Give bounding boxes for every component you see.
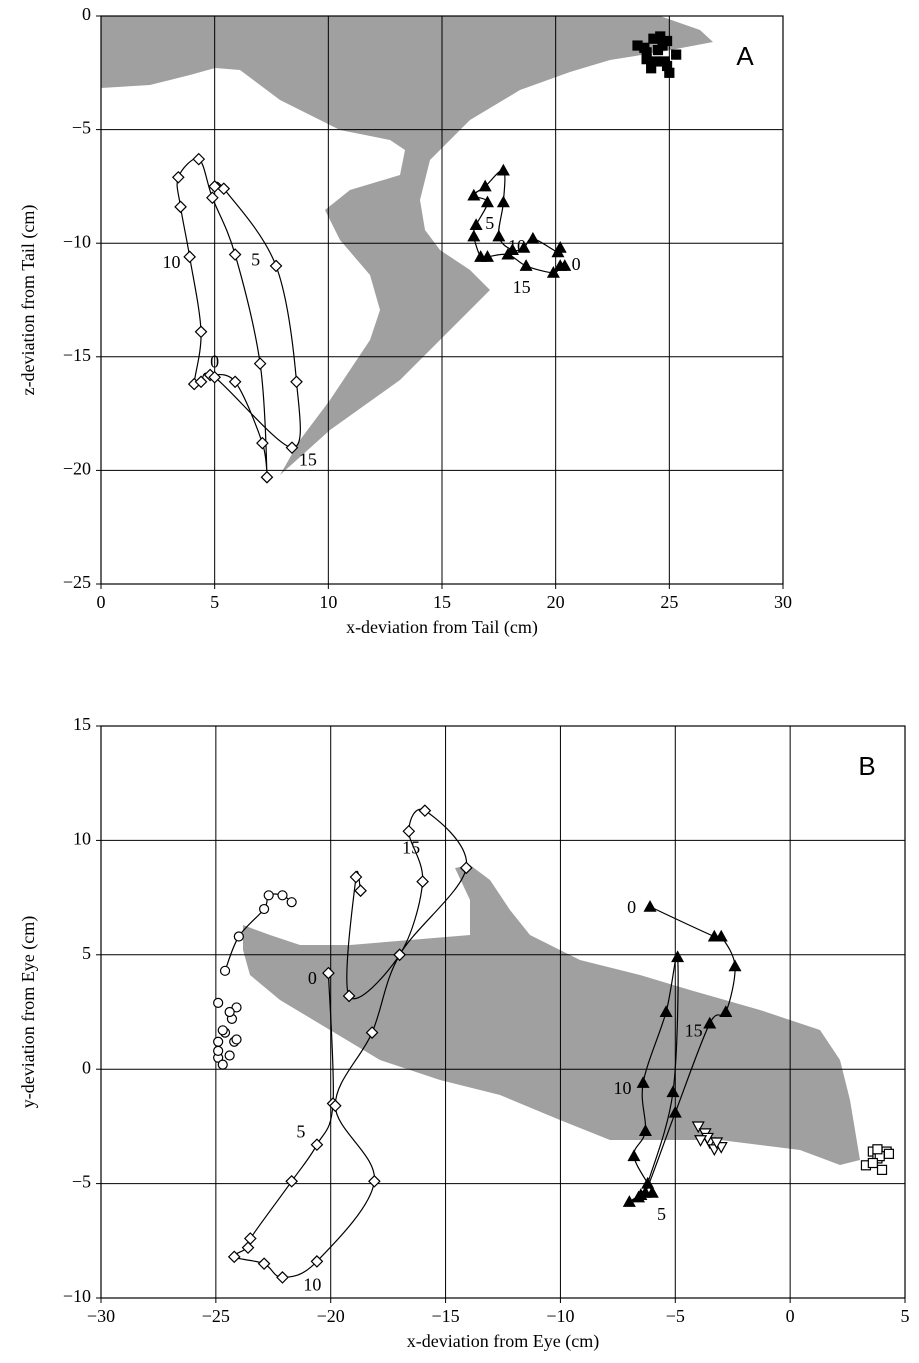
y-tick-label: 10 [73, 829, 91, 849]
marker [878, 1165, 887, 1174]
x-tick-label: 10 [319, 592, 337, 612]
annotation: 5 [657, 1204, 666, 1224]
annotation: 10 [303, 1275, 321, 1295]
x-tick-label: 5 [901, 1306, 910, 1326]
marker [651, 57, 660, 66]
annotation: 0 [627, 897, 636, 917]
marker [232, 1035, 241, 1044]
annotation: 5 [251, 250, 260, 270]
annotation: 15 [299, 449, 317, 469]
annotation: 15 [685, 1021, 703, 1041]
x-tick-label: 30 [774, 592, 792, 612]
annotation: 0 [572, 254, 581, 274]
x-axis-label: x-deviation from Eye (cm) [407, 1331, 599, 1352]
x-tick-label: 0 [97, 592, 106, 612]
annotation: 5 [296, 1121, 305, 1141]
annotation: 15 [513, 277, 531, 297]
x-tick-label: −20 [317, 1306, 345, 1326]
y-tick-label: −5 [72, 118, 91, 138]
y-tick-label: 5 [82, 943, 91, 963]
marker [884, 1149, 893, 1158]
marker [672, 50, 681, 59]
marker [642, 55, 651, 64]
panel-label: A [736, 41, 754, 71]
annotation: 10 [613, 1078, 631, 1098]
y-tick-label: −10 [63, 1286, 91, 1306]
annotation: 15 [402, 838, 420, 858]
y-axis-label: z-deviation from Tail (cm) [18, 205, 39, 396]
x-tick-label: −10 [546, 1306, 574, 1326]
marker [218, 1060, 227, 1069]
x-axis-label: x-deviation from Tail (cm) [346, 617, 538, 638]
annotation: 0 [210, 352, 219, 372]
y-tick-label: −10 [63, 231, 91, 251]
figure: 0 5 10 15 20 25 30 −25 −20 −15 −10 −5 0 x-deviation f… [0, 0, 919, 1363]
marker [234, 932, 243, 941]
marker [260, 905, 269, 914]
y-axis-label: y-deviation from Eye (cm) [18, 916, 39, 1108]
marker [663, 61, 672, 70]
annotation: 0 [308, 968, 317, 988]
x-tick-label: 20 [547, 592, 565, 612]
x-tick-label: −25 [202, 1306, 230, 1326]
marker [214, 998, 223, 1007]
annotation: 5 [485, 213, 494, 233]
marker [264, 891, 273, 900]
marker [873, 1145, 882, 1154]
marker [658, 41, 667, 50]
marker [287, 898, 296, 907]
y-tick-label: 15 [73, 714, 91, 734]
y-tick-label: 0 [82, 4, 91, 24]
y-tick-label: 0 [82, 1057, 91, 1077]
x-tick-label: −30 [87, 1306, 115, 1326]
y-tick-label: −25 [63, 572, 91, 592]
marker [214, 1046, 223, 1055]
x-tick-label: 5 [210, 592, 219, 612]
panel-label: B [858, 751, 875, 781]
x-tick-label: −5 [666, 1306, 685, 1326]
marker [221, 966, 230, 975]
y-tick-label: −15 [63, 345, 91, 365]
x-tick-label: 25 [660, 592, 678, 612]
marker [214, 1037, 223, 1046]
marker [225, 1051, 234, 1060]
annotation: 10 [508, 236, 526, 256]
annotation: 10 [162, 252, 180, 272]
x-tick-label: 0 [786, 1306, 795, 1326]
marker [640, 43, 649, 52]
marker [218, 1026, 227, 1035]
x-tick-label: −15 [431, 1306, 459, 1326]
marker [868, 1159, 877, 1168]
y-tick-label: −20 [63, 459, 91, 479]
marker [225, 1008, 234, 1017]
marker [278, 891, 287, 900]
background [0, 0, 919, 1363]
y-tick-label: −5 [72, 1172, 91, 1192]
x-tick-label: 15 [433, 592, 451, 612]
